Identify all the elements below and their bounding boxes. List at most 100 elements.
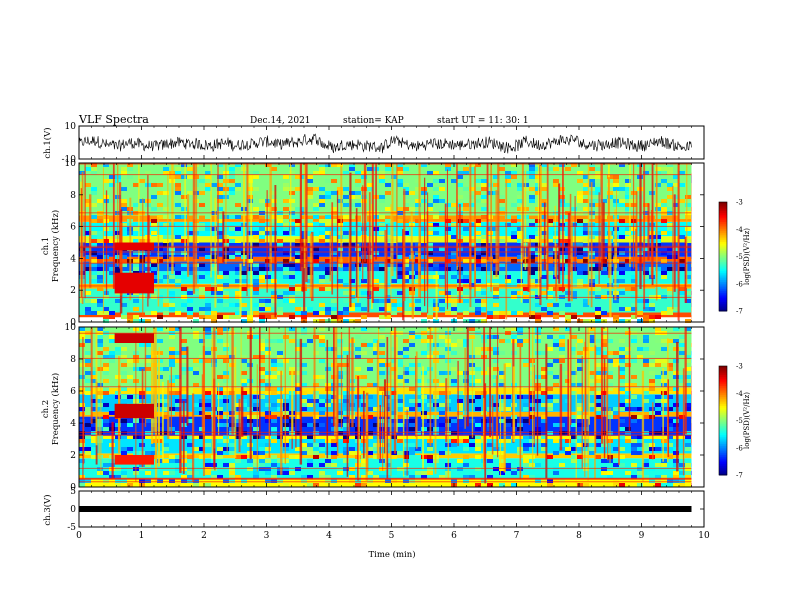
ch2-spectrogram-cell <box>139 467 145 471</box>
ch2-colorbar-color-step <box>719 440 727 443</box>
ch2-spectrogram-cell <box>367 343 373 347</box>
ch1-spectrogram-cell <box>91 259 97 263</box>
ch1-spectrogram-cell <box>319 195 325 199</box>
ch2-spectrogram-cell <box>379 435 385 439</box>
ch2-spectrogram-cell <box>343 419 349 423</box>
ch2-spectrogram-cell <box>463 475 469 479</box>
ch2-spectrogram-cell <box>625 439 631 443</box>
ch2-spectrogram-cell <box>679 463 685 467</box>
ch2-spectrogram-cell <box>127 483 133 487</box>
ch1-spectrogram-cell <box>469 307 475 311</box>
ch2-spectrogram-streak <box>83 395 85 465</box>
ch2-spectrogram-cell <box>259 387 265 391</box>
ch2-spectrogram-cell <box>475 391 481 395</box>
ch2-spectrogram-cell <box>559 463 565 467</box>
ch2-spectrogram-cell <box>223 359 229 363</box>
ch1-spectrogram-cell <box>475 319 481 323</box>
ch1-spectrogram-cell <box>667 267 673 271</box>
ch2-spectrogram-cell <box>685 399 691 403</box>
ch2-spectrogram-cell <box>475 467 481 471</box>
ch1-spectrogram-cell <box>289 215 295 219</box>
ch1-spectrogram-streak <box>529 238 531 317</box>
ch1-spectrogram-cell <box>379 175 385 179</box>
ch1-spectrogram-cell <box>493 291 499 295</box>
ch2-spectrogram-cell <box>673 459 679 463</box>
ch2-spectrogram-cell <box>571 371 577 375</box>
ch2-spectrogram-cell <box>259 339 265 343</box>
ch1-spectrogram-cell <box>247 319 253 323</box>
ch1-spectrogram-cell <box>139 231 145 235</box>
ch1-spectrogram-cell <box>355 179 361 183</box>
ch1-spectrogram-cell <box>313 187 319 191</box>
ch2-spectrogram-cell <box>415 431 421 435</box>
ch2-spectrogram-cell <box>649 327 655 331</box>
ch2-spectrogram-streak <box>348 327 351 437</box>
ch2-spectrogram-cell <box>457 467 463 471</box>
ch1-spectrogram-cell <box>517 207 523 211</box>
ch2-spectrogram-streak <box>191 393 195 482</box>
ch1-spectrogram-cell <box>427 207 433 211</box>
ch1-spectrogram-cell <box>481 187 487 191</box>
ch1-spectrogram-cell <box>115 299 121 303</box>
ch1-spectrogram-cell <box>403 183 409 187</box>
ch2-spectrogram-cell <box>523 455 529 459</box>
ch1-spectrogram-cell <box>151 219 157 223</box>
ch2-spectrogram-cell <box>367 431 373 435</box>
ch1-spectrogram-cell <box>553 303 559 307</box>
ch2-spectrogram-cell <box>499 447 505 451</box>
ch2-spectrogram-cell <box>289 327 295 331</box>
ch1-voltage-label: ch.1(V) <box>42 127 53 158</box>
ch1-spectrogram-cell <box>157 251 163 255</box>
ch2-spectrogram-cell <box>673 327 679 331</box>
ch2-spectrogram-cell <box>145 367 151 371</box>
ch1-spectrogram-cell <box>187 171 193 175</box>
ch2-spectrogram-cell <box>505 467 511 471</box>
ch2-spectrogram-cell <box>661 439 667 443</box>
ch2-spectrogram-cell <box>169 479 175 483</box>
ch1-spectrogram-cell <box>337 223 343 227</box>
ch2-spectrogram-cell <box>643 475 649 479</box>
ch2-spectrogram-cell <box>409 443 415 447</box>
ch2-spectrogram-cell <box>103 371 109 375</box>
ch1-spectrogram-cell <box>205 183 211 187</box>
ch2-spectrogram-cell <box>277 399 283 403</box>
ch1-spectrogram-cell <box>469 251 475 255</box>
ch2-spectrogram-cell <box>679 375 685 379</box>
ch2-spectrogram-cell <box>169 411 175 415</box>
ch1-spectrogram-cell <box>217 303 223 307</box>
ch2-spectrogram-cell <box>409 479 415 483</box>
ch1-spectrogram-cell <box>595 231 601 235</box>
ch2-spectrogram-cell <box>211 475 217 479</box>
ch2-spectrogram-cell <box>415 447 421 451</box>
ch2-spectrogram-cell <box>277 459 283 463</box>
ch2-spectrogram-cell <box>301 479 307 483</box>
ch2-spectrogram-cell <box>457 415 463 419</box>
ch1-spectrogram-cell <box>265 307 271 311</box>
ch2-spectrogram-cell <box>595 351 601 355</box>
ch1-spectrogram-cell <box>217 287 223 291</box>
ch2-spectrogram-cell <box>499 463 505 467</box>
ch1-spectrogram-cell <box>427 299 433 303</box>
ch1-colorbar-color-step <box>719 287 727 290</box>
ch1-spectrogram-cell <box>259 227 265 231</box>
ch1-spectrogram-cell <box>511 163 517 167</box>
ch2-spectrogram-cell <box>283 443 289 447</box>
ch2-spectrogram-cell <box>277 467 283 471</box>
ch2-spectrogram-cell <box>151 431 157 435</box>
ch1-spectrogram-cell <box>223 307 229 311</box>
ch2-spectrogram-cell <box>283 359 289 363</box>
ch2-spectrogram-cell <box>277 351 283 355</box>
ch1-spectrogram-cell <box>277 279 283 283</box>
ch1-spectrogram-cell <box>391 231 397 235</box>
ch2-spectrogram-cell <box>469 335 475 339</box>
ch1-spectrogram-cell <box>499 271 505 275</box>
ch1-spectrogram-cell <box>463 203 469 207</box>
ch2-spectrogram-cell <box>97 395 103 399</box>
ch2-spectrogram-cell <box>607 363 613 367</box>
ch1-spectrogram-cell <box>337 163 343 167</box>
ch1-spectrogram-streak <box>217 163 219 275</box>
ch1-spectrogram-cell <box>169 279 175 283</box>
ch1-spectrogram-cell <box>181 215 187 219</box>
ch1-spectrogram-cell <box>625 183 631 187</box>
ch2-spectrogram-cell <box>421 411 427 415</box>
